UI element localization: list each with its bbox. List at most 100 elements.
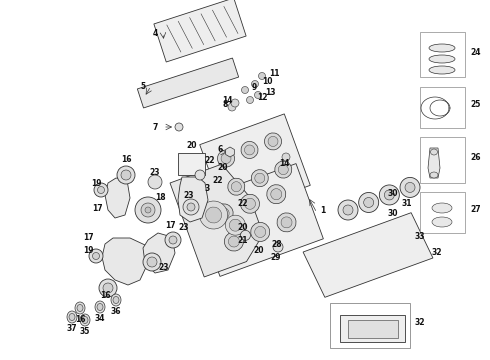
Text: 19: 19	[91, 179, 101, 188]
Circle shape	[121, 170, 131, 180]
Ellipse shape	[277, 213, 296, 232]
Text: 17: 17	[92, 204, 102, 213]
Circle shape	[195, 170, 205, 180]
Circle shape	[89, 249, 103, 263]
Circle shape	[359, 193, 379, 212]
Ellipse shape	[225, 215, 245, 235]
Text: 14: 14	[279, 159, 290, 168]
Polygon shape	[200, 114, 310, 216]
Ellipse shape	[275, 161, 292, 178]
Circle shape	[384, 190, 394, 200]
Ellipse shape	[268, 136, 278, 147]
Ellipse shape	[97, 303, 103, 310]
Text: 35: 35	[80, 327, 90, 336]
Text: 27: 27	[470, 205, 481, 214]
Text: 8: 8	[222, 100, 227, 109]
Circle shape	[231, 99, 239, 107]
Circle shape	[103, 283, 113, 293]
Circle shape	[254, 91, 262, 99]
Ellipse shape	[432, 217, 452, 227]
Ellipse shape	[95, 301, 105, 313]
Text: 33: 33	[415, 232, 425, 241]
Ellipse shape	[77, 305, 83, 311]
Ellipse shape	[82, 316, 88, 324]
Ellipse shape	[224, 232, 244, 251]
Polygon shape	[178, 153, 205, 175]
Circle shape	[405, 183, 415, 193]
Ellipse shape	[431, 149, 438, 155]
Ellipse shape	[271, 189, 282, 200]
Text: 22: 22	[204, 156, 215, 165]
Ellipse shape	[199, 201, 227, 229]
Polygon shape	[105, 178, 130, 218]
Text: 23: 23	[158, 263, 169, 272]
Ellipse shape	[218, 150, 235, 167]
Text: 5: 5	[141, 81, 146, 90]
Text: 32: 32	[415, 318, 425, 327]
Text: 25: 25	[470, 100, 480, 109]
Text: 34: 34	[95, 314, 105, 323]
Text: 22: 22	[212, 176, 222, 185]
Text: 6: 6	[217, 145, 222, 154]
Circle shape	[93, 252, 99, 260]
Ellipse shape	[221, 153, 231, 163]
Polygon shape	[420, 32, 465, 77]
Circle shape	[282, 153, 290, 161]
Text: 31: 31	[402, 199, 413, 208]
Ellipse shape	[432, 203, 452, 213]
Text: 30: 30	[388, 189, 398, 198]
Circle shape	[148, 175, 162, 189]
Circle shape	[135, 197, 161, 223]
Circle shape	[141, 203, 155, 217]
Text: 23: 23	[183, 191, 194, 200]
Ellipse shape	[245, 198, 255, 209]
Ellipse shape	[67, 311, 77, 323]
Circle shape	[147, 257, 157, 267]
Polygon shape	[170, 164, 263, 277]
Text: 14: 14	[222, 96, 232, 105]
Polygon shape	[137, 58, 239, 108]
Ellipse shape	[75, 302, 85, 314]
Text: 10: 10	[262, 77, 272, 86]
Text: 16: 16	[100, 291, 111, 300]
Text: 24: 24	[470, 48, 481, 57]
Circle shape	[94, 183, 108, 197]
Ellipse shape	[206, 207, 221, 223]
Polygon shape	[193, 163, 323, 276]
Ellipse shape	[228, 178, 245, 195]
Ellipse shape	[281, 217, 292, 228]
Ellipse shape	[251, 222, 270, 242]
Polygon shape	[303, 213, 433, 297]
Ellipse shape	[241, 141, 258, 158]
Circle shape	[145, 207, 151, 213]
Ellipse shape	[267, 185, 286, 204]
Text: 28: 28	[271, 240, 282, 249]
Text: 30: 30	[388, 209, 398, 218]
Text: 20: 20	[253, 246, 264, 255]
Ellipse shape	[218, 208, 229, 219]
Ellipse shape	[241, 194, 260, 213]
Text: 3: 3	[205, 184, 210, 193]
Text: 20: 20	[187, 141, 197, 150]
Ellipse shape	[214, 204, 233, 223]
Text: 17: 17	[165, 221, 175, 230]
Text: 16: 16	[121, 155, 131, 164]
Polygon shape	[154, 0, 246, 62]
Circle shape	[99, 279, 117, 297]
Text: 32: 32	[432, 248, 442, 257]
Ellipse shape	[255, 173, 265, 183]
Circle shape	[98, 186, 104, 194]
Text: 11: 11	[269, 69, 279, 78]
Polygon shape	[178, 177, 208, 222]
Text: 23: 23	[178, 223, 189, 232]
Ellipse shape	[429, 66, 455, 74]
Circle shape	[259, 72, 266, 80]
Ellipse shape	[111, 294, 121, 306]
Polygon shape	[102, 238, 148, 285]
Ellipse shape	[429, 44, 455, 52]
Circle shape	[169, 236, 177, 244]
Text: 26: 26	[470, 153, 481, 162]
Ellipse shape	[255, 226, 266, 238]
Polygon shape	[420, 87, 465, 128]
Ellipse shape	[80, 314, 90, 326]
